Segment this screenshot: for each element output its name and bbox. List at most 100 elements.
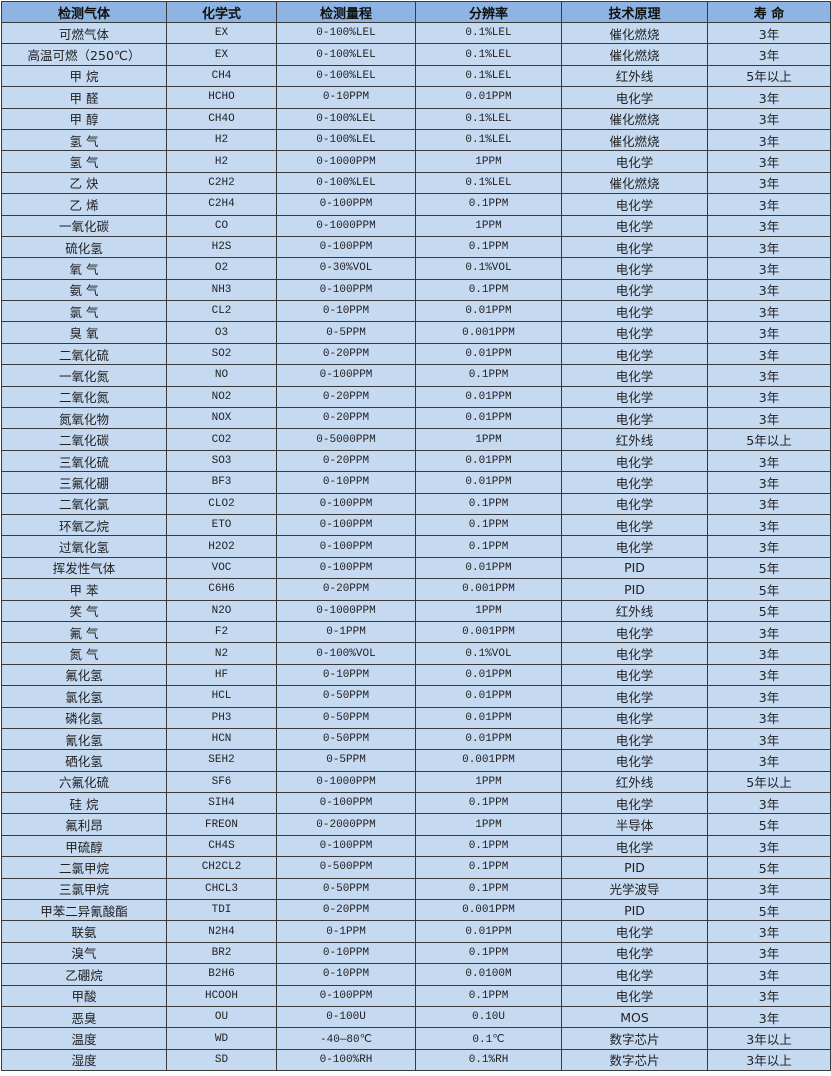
cell-gas: 湿度	[1, 1048, 167, 1072]
cell-principle: 电化学	[561, 214, 708, 237]
cell-gas: 氮 气	[1, 642, 167, 665]
cell-resolution: 0.01PPM	[415, 300, 562, 323]
cell-resolution: 0.1%LEL	[415, 107, 562, 130]
table-row: 高温可燃（250℃） EX 0-100%LEL 0.1%LEL 催化燃烧 3年	[1, 43, 831, 66]
cell-principle: 电化学	[561, 321, 708, 344]
table-row: 湿度 SD 0-100%RH 0.1%RH 数字芯片 3年以上	[1, 1048, 831, 1072]
cell-range: 0-500PPM	[276, 856, 416, 879]
cell-formula: B2H6	[166, 963, 277, 986]
cell-principle: 数字芯片	[561, 1048, 708, 1072]
cell-principle: 电化学	[561, 685, 708, 708]
cell-range: 0-100PPM	[276, 556, 416, 580]
table-row: 氨 气 NH3 0-100PPM 0.1PPM 电化学 3年	[1, 278, 831, 302]
cell-gas: 可燃气体	[1, 21, 167, 45]
cell-gas: 乙 炔	[1, 171, 167, 195]
cell-gas: 硅 烷	[1, 792, 167, 815]
cell-range: 0-1PPM	[276, 920, 416, 943]
cell-resolution: 0.1%LEL	[415, 64, 562, 88]
table-row: 氟化氢 HF 0-10PPM 0.01PPM 电化学 3年	[1, 663, 831, 687]
cell-resolution: 0.01PPM	[415, 920, 562, 943]
cell-gas: 乙硼烷	[1, 963, 167, 986]
cell-lifespan: 3年	[707, 984, 831, 1007]
table-row: 甲 醇 CH4O 0-100%LEL 0.1%LEL 催化燃烧 3年	[1, 107, 831, 130]
header-gas: 检测气体	[1, 1, 167, 23]
header-row: 检测气体 化学式 检测量程 分辨率 技术原理 寿 命	[1, 1, 831, 23]
table-row: 臭 氧 O3 0-5PPM 0.001PPM 电化学 3年	[1, 321, 831, 344]
cell-formula: CH4O	[166, 107, 277, 130]
cell-gas: 甲 醇	[1, 107, 167, 130]
cell-gas: 氯化氢	[1, 685, 167, 708]
cell-range: 0-100PPM	[276, 364, 416, 387]
cell-lifespan: 3年	[707, 300, 831, 323]
cell-principle: 电化学	[561, 471, 708, 494]
table-row: 氯化氢 HCL 0-50PPM 0.01PPM 电化学 3年	[1, 685, 831, 708]
cell-range: 0-100%LEL	[276, 107, 416, 130]
cell-principle: 催化燃烧	[561, 107, 708, 130]
cell-principle: MOS	[561, 1005, 708, 1029]
cell-principle: 电化学	[561, 535, 708, 558]
cell-gas: 三氟化硼	[1, 471, 167, 494]
cell-resolution: 0.01PPM	[415, 663, 562, 687]
cell-principle: 电化学	[561, 513, 708, 537]
cell-resolution: 0.1PPM	[415, 492, 562, 515]
cell-principle: 电化学	[561, 492, 708, 515]
cell-resolution: 0.1PPM	[415, 941, 562, 965]
cell-gas: 甲 醛	[1, 86, 167, 109]
cell-resolution: 0.001PPM	[415, 749, 562, 772]
table-row: 乙 炔 C2H2 0-100%LEL 0.1%LEL 催化燃烧 3年	[1, 171, 831, 195]
cell-range: 0-10PPM	[276, 300, 416, 323]
cell-lifespan: 3年	[707, 1005, 831, 1029]
table-row: 恶臭 OU 0-100U 0.10U MOS 3年	[1, 1005, 831, 1029]
cell-principle: 电化学	[561, 449, 708, 473]
cell-gas: 氮氧化物	[1, 407, 167, 430]
cell-range: 0-1PPM	[276, 620, 416, 644]
cell-lifespan: 3年	[707, 364, 831, 387]
cell-gas: 氰化氢	[1, 727, 167, 751]
cell-formula: NOX	[166, 407, 277, 430]
cell-principle: 电化学	[561, 727, 708, 751]
cell-range: 0-50PPM	[276, 685, 416, 708]
cell-lifespan: 5年	[707, 899, 831, 922]
cell-formula: ETO	[166, 513, 277, 537]
cell-range: 0-10PPM	[276, 663, 416, 687]
cell-formula: HCOOH	[166, 984, 277, 1007]
table-row: 氮 气 N2 0-100%VOL 0.1%VOL 电化学 3年	[1, 642, 831, 665]
cell-resolution: 0.01PPM	[415, 706, 562, 729]
cell-range: -40—80℃	[276, 1027, 416, 1050]
cell-principle: 电化学	[561, 235, 708, 259]
cell-range: 0-2000PPM	[276, 813, 416, 836]
cell-principle: 电化学	[561, 257, 708, 280]
cell-resolution: 0.1PPM	[415, 513, 562, 537]
cell-principle: 电化学	[561, 385, 708, 409]
cell-gas: 磷化氢	[1, 706, 167, 729]
table-row: 硫化氢 H2S 0-100PPM 0.1PPM 电化学 3年	[1, 235, 831, 259]
cell-lifespan: 3年	[707, 920, 831, 943]
table-row: 二氧化碳 CO2 0-5000PPM 1PPM 红外线 5年以上	[1, 428, 831, 451]
cell-formula: EX	[166, 21, 277, 45]
cell-resolution: 0.1%VOL	[415, 642, 562, 665]
cell-gas: 挥发性气体	[1, 556, 167, 580]
table-row: 硒化氢 SEH2 0-5PPM 0.001PPM 电化学 3年	[1, 749, 831, 772]
cell-resolution: 0.001PPM	[415, 620, 562, 644]
cell-formula: NO	[166, 364, 277, 387]
cell-gas: 二氧化氮	[1, 385, 167, 409]
cell-gas: 环氧乙烷	[1, 513, 167, 537]
cell-range: 0-5PPM	[276, 321, 416, 344]
cell-range: 0-100PPM	[276, 535, 416, 558]
cell-principle: 电化学	[561, 300, 708, 323]
cell-lifespan: 3年	[707, 706, 831, 729]
cell-principle: 电化学	[561, 86, 708, 109]
cell-lifespan: 3年	[707, 663, 831, 687]
cell-formula: NH3	[166, 278, 277, 302]
cell-resolution: 0.001PPM	[415, 899, 562, 922]
cell-resolution: 0.01PPM	[415, 407, 562, 430]
cell-range: 0-20PPM	[276, 449, 416, 473]
cell-gas: 三氧化硫	[1, 449, 167, 473]
cell-lifespan: 5年	[707, 578, 831, 601]
cell-range: 0-100PPM	[276, 984, 416, 1007]
cell-principle: 电化学	[561, 941, 708, 965]
cell-range: 0-5000PPM	[276, 428, 416, 451]
cell-principle: 电化学	[561, 407, 708, 430]
cell-lifespan: 5年以上	[707, 64, 831, 88]
cell-resolution: 0.01PPM	[415, 727, 562, 751]
